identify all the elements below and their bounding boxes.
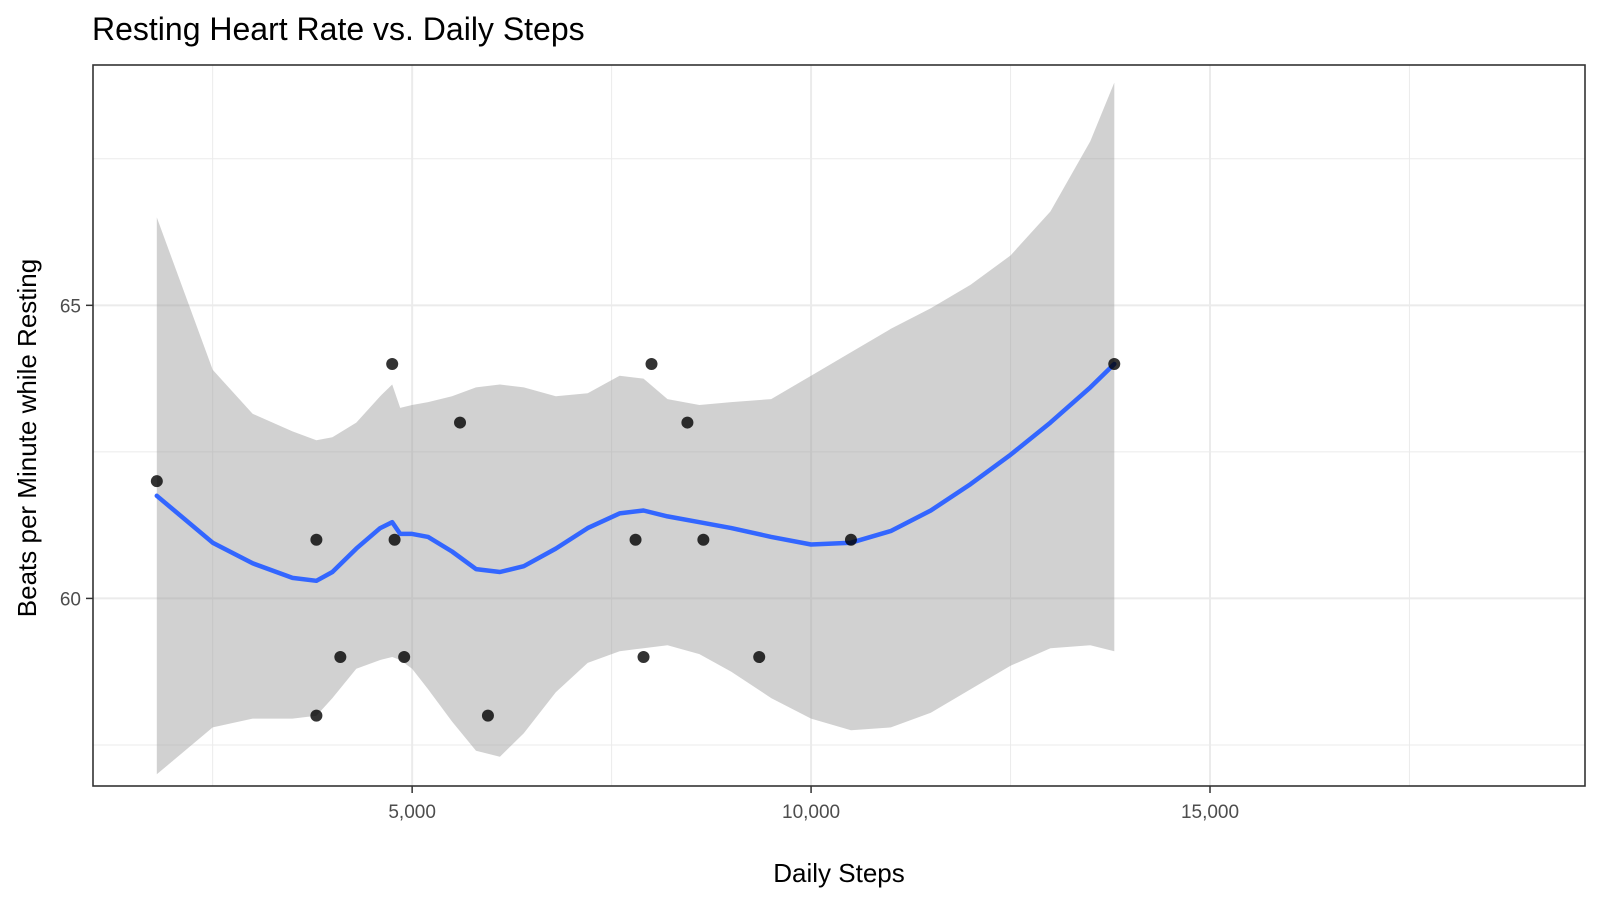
chart-title: Resting Heart Rate vs. Daily Steps: [92, 11, 585, 47]
data-point: [681, 416, 694, 429]
grid-layer: [93, 65, 1585, 786]
x-axis-title: Daily Steps: [773, 858, 905, 888]
data-point: [386, 357, 399, 370]
y-tick-label: 60: [60, 589, 81, 610]
data-point: [1108, 357, 1121, 370]
data-point: [310, 709, 323, 722]
data-point: [334, 651, 347, 664]
data-point: [388, 533, 401, 546]
data-point: [753, 651, 766, 664]
data-points-layer: [150, 357, 1121, 722]
smooth-trend-line: [154, 361, 1117, 584]
confidence-band-layer: [156, 82, 1115, 775]
data-point: [637, 651, 650, 664]
smooth-line-layer: [154, 361, 1117, 584]
data-point: [645, 357, 658, 370]
axis-layer: 5,000 10,000 15,000 60 65: [60, 296, 1239, 823]
data-point: [150, 475, 163, 488]
confidence-band: [156, 82, 1115, 775]
data-point: [697, 533, 710, 546]
x-tick-label: 5,000: [388, 802, 436, 823]
data-point: [844, 533, 857, 546]
x-tick-label: 15,000: [1181, 802, 1239, 823]
data-point: [454, 416, 467, 429]
data-point: [310, 533, 323, 546]
x-tick-label: 10,000: [782, 802, 840, 823]
y-axis-title: Beats per Minute while Resting: [12, 259, 42, 617]
y-tick-label: 65: [60, 296, 81, 317]
data-point: [398, 651, 411, 664]
panel-border: [92, 64, 1586, 787]
data-point: [629, 533, 642, 546]
data-point: [481, 709, 494, 722]
